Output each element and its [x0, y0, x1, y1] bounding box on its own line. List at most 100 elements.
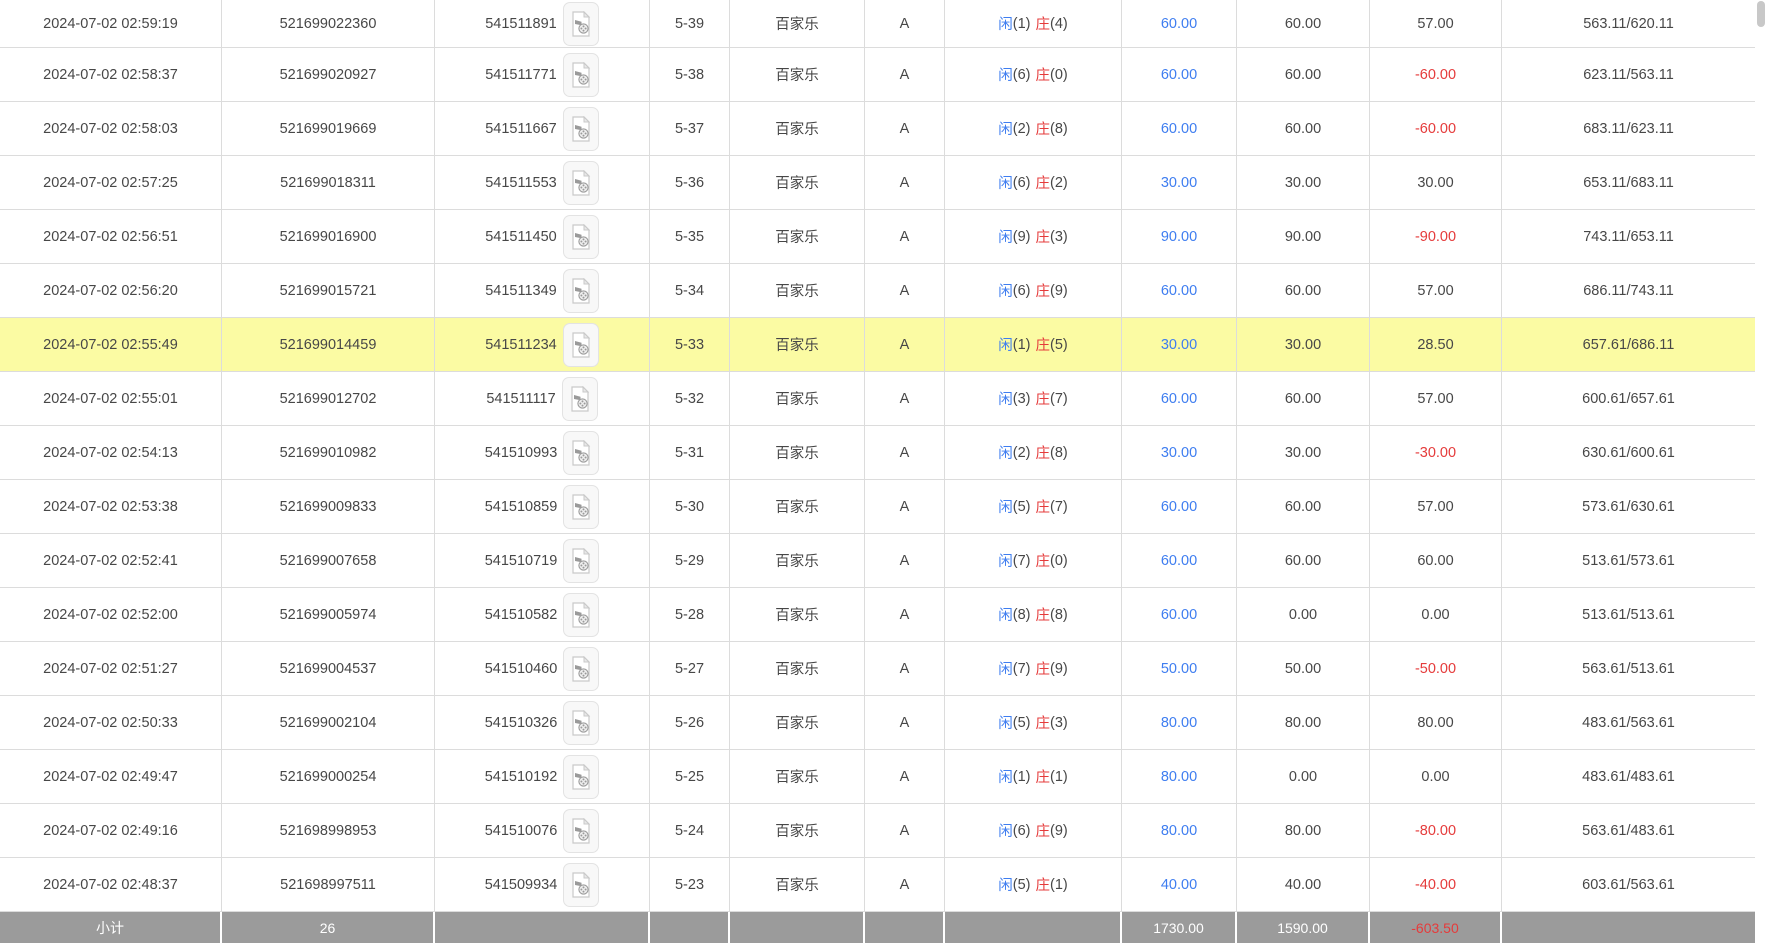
video-replay-button[interactable] — [562, 1, 599, 46]
video-replay-button[interactable] — [563, 808, 600, 853]
bet-serial-number: 521699014459 — [222, 318, 435, 371]
video-replay-button[interactable] — [563, 700, 600, 745]
game-number-cell: 541510076 — [435, 804, 650, 857]
video-replay-button[interactable] — [562, 214, 599, 259]
game-type: 百家乐 — [730, 426, 865, 479]
bet-amount-link[interactable]: 60.00 — [1122, 264, 1237, 317]
player-result-score: (7) — [1012, 552, 1031, 569]
table-row[interactable]: 2024-07-02 02:59:19 521699022360 5415118… — [0, 0, 1755, 48]
bet-amount-link[interactable]: 60.00 — [1122, 48, 1237, 101]
bet-amount-link[interactable]: 30.00 — [1122, 426, 1237, 479]
bet-amount-link[interactable]: 30.00 — [1122, 318, 1237, 371]
game-number: 541511349 — [485, 282, 557, 299]
table-row[interactable]: 2024-07-02 02:57:25 521699018311 5415115… — [0, 156, 1755, 210]
table-row[interactable]: 2024-07-02 02:53:38 521699009833 5415108… — [0, 480, 1755, 534]
game-number-cell: 541509934 — [435, 858, 650, 911]
game-result: 闲 (1) 庄 (4) — [945, 0, 1122, 47]
bet-amount-link[interactable]: 60.00 — [1122, 372, 1237, 425]
subtotal-empty-cell — [730, 912, 865, 943]
table-row[interactable]: 2024-07-02 02:56:51 521699016900 5415114… — [0, 210, 1755, 264]
table-row[interactable]: 2024-07-02 02:54:13 521699010982 5415109… — [0, 426, 1755, 480]
bet-amount-link[interactable]: 80.00 — [1122, 750, 1237, 803]
bet-serial-number: 521699016900 — [222, 210, 435, 263]
bet-amount-link[interactable]: 60.00 — [1122, 588, 1237, 641]
bet-amount-link[interactable]: 60.00 — [1122, 534, 1237, 587]
table-row[interactable]: 2024-07-02 02:52:00 521699005974 5415105… — [0, 588, 1755, 642]
balance-before-after: 623.11/563.11 — [1583, 66, 1674, 83]
game-number: 541510460 — [484, 660, 558, 677]
table-code: A — [865, 48, 945, 101]
video-replay-button[interactable] — [561, 376, 598, 421]
video-replay-button[interactable] — [562, 268, 599, 313]
bet-amount-link[interactable]: 60.00 — [1122, 102, 1237, 155]
bet-amount-link[interactable]: 30.00 — [1122, 156, 1237, 209]
win-loss-amount: 30.00 — [1370, 156, 1502, 209]
bet-serial-number: 521699022360 — [222, 0, 435, 47]
banker-result-score: (7) — [1050, 390, 1068, 407]
player-result-score: (2) — [1012, 120, 1031, 137]
video-replay-button[interactable] — [563, 592, 600, 637]
game-result: 闲 (9) 庄 (3) — [945, 210, 1122, 263]
table-row[interactable]: 2024-07-02 02:51:27 521699004537 5415104… — [0, 642, 1755, 696]
video-replay-button[interactable] — [562, 52, 599, 97]
balance-before-after: 563.61/513.61 — [1582, 660, 1675, 677]
vertical-scrollbar[interactable] — [1755, 0, 1767, 943]
video-replay-button[interactable] — [563, 862, 600, 907]
bet-serial-number: 521699005974 — [222, 588, 435, 641]
bet-amount-link[interactable]: 50.00 — [1122, 642, 1237, 695]
player-result-label: 闲 — [998, 284, 1013, 300]
table-row[interactable]: 2024-07-02 02:50:33 521699002104 5415103… — [0, 696, 1755, 750]
banker-result-label: 庄 — [1035, 824, 1051, 840]
table-row[interactable]: 2024-07-02 02:55:49 521699014459 5415112… — [0, 318, 1755, 372]
bet-time: 2024-07-02 02:58:37 — [0, 48, 222, 101]
banker-result-label: 庄 — [1035, 122, 1051, 138]
player-result-label: 闲 — [998, 878, 1013, 894]
video-record-file-icon — [572, 169, 590, 196]
game-result: 闲 (1) 庄 (1) — [945, 750, 1122, 803]
video-replay-button[interactable] — [562, 160, 599, 205]
video-replay-button[interactable] — [562, 106, 599, 151]
bet-amount-link[interactable]: 40.00 — [1122, 858, 1237, 911]
table-code: A — [865, 210, 945, 263]
video-replay-button[interactable] — [562, 322, 599, 367]
bet-time: 2024-07-02 02:56:51 — [0, 210, 222, 263]
table-row[interactable]: 2024-07-02 02:52:41 521699007658 5415107… — [0, 534, 1755, 588]
win-loss-amount: 28.50 — [1370, 318, 1502, 371]
bet-amount-link[interactable]: 60.00 — [1122, 0, 1237, 47]
balance-before-after: 600.61/657.61 — [1582, 390, 1675, 407]
video-replay-button[interactable] — [563, 484, 600, 529]
game-number-cell: 541510192 — [435, 750, 650, 803]
table-row[interactable]: 2024-07-02 02:49:47 521699000254 5415101… — [0, 750, 1755, 804]
bet-amount-link[interactable]: 90.00 — [1122, 210, 1237, 263]
video-record-file-icon — [572, 115, 590, 142]
game-type: 百家乐 — [730, 372, 865, 425]
game-number: 541510582 — [484, 606, 558, 623]
player-result-label: 闲 — [998, 230, 1013, 246]
subtotal-label: 小计 — [0, 912, 222, 943]
bet-amount-link[interactable]: 60.00 — [1122, 480, 1237, 533]
game-result: 闲 (1) 庄 (5) — [945, 318, 1122, 371]
scrollbar-thumb[interactable] — [1757, 1, 1765, 27]
video-replay-button[interactable] — [563, 646, 600, 691]
bet-time: 2024-07-02 02:51:27 — [0, 642, 222, 695]
valid-bet-amount: 0.00 — [1237, 588, 1370, 641]
bet-amount-link[interactable]: 80.00 — [1122, 804, 1237, 857]
video-replay-button[interactable] — [563, 754, 600, 799]
player-result-score: (6) — [1012, 174, 1031, 191]
valid-bet-amount: 90.00 — [1237, 210, 1370, 263]
game-result: 闲 (6) 庄 (0) — [945, 48, 1122, 101]
video-replay-button[interactable] — [563, 538, 600, 583]
table-row[interactable]: 2024-07-02 02:48:37 521698997511 5415099… — [0, 858, 1755, 912]
round-number: 5-23 — [650, 858, 730, 911]
banker-result-label: 庄 — [1035, 284, 1051, 300]
video-replay-button[interactable] — [563, 430, 600, 475]
game-type: 百家乐 — [730, 750, 865, 803]
table-row[interactable]: 2024-07-02 02:58:37 521699020927 5415117… — [0, 48, 1755, 102]
table-row[interactable]: 2024-07-02 02:49:16 521698998953 5415100… — [0, 804, 1755, 858]
table-row[interactable]: 2024-07-02 02:55:01 521699012702 5415111… — [0, 372, 1755, 426]
game-result: 闲 (5) 庄 (1) — [945, 858, 1122, 911]
bet-amount-link[interactable]: 80.00 — [1122, 696, 1237, 749]
table-row[interactable]: 2024-07-02 02:56:20 521699015721 5415113… — [0, 264, 1755, 318]
banker-result-score: (4) — [1050, 15, 1068, 32]
table-row[interactable]: 2024-07-02 02:58:03 521699019669 5415116… — [0, 102, 1755, 156]
